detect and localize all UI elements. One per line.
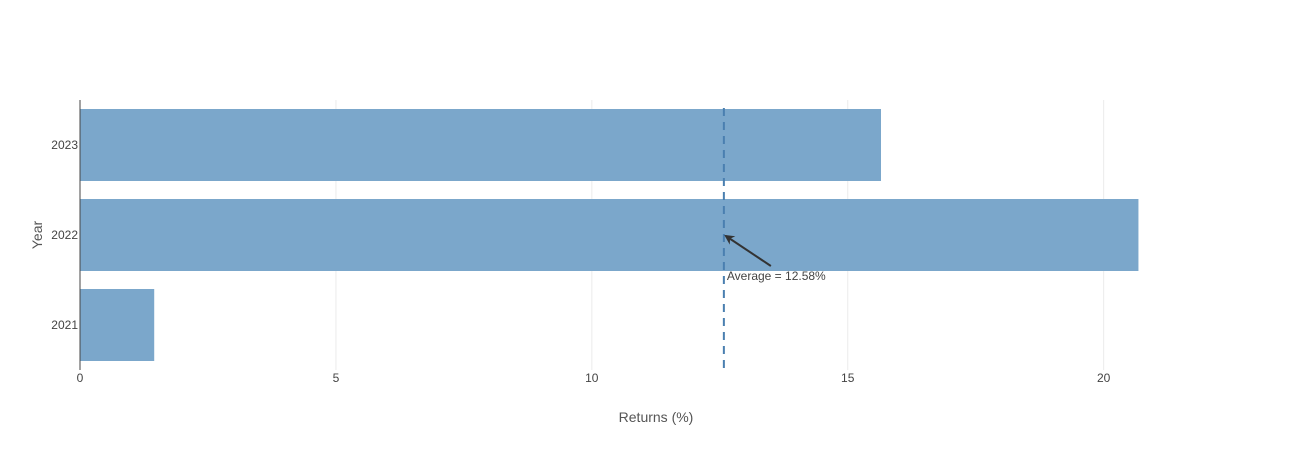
x-tick-label: 20 [1097,371,1111,385]
bars [80,109,1139,361]
annotation-label: Average = 12.58% [727,269,826,283]
x-axis-title: Returns (%) [619,409,694,425]
x-tick-label: 10 [585,371,599,385]
x-tick-label: 15 [841,371,855,385]
x-tick-label: 5 [333,371,340,385]
bar-2023[interactable] [80,109,881,181]
y-tick-label: 2023 [51,138,78,152]
x-tick-label: 0 [77,371,84,385]
y-tick-label: 2022 [51,228,78,242]
y-tick-label: 2021 [51,318,78,332]
annotation-arrow [724,234,772,267]
bar-2022[interactable] [80,199,1139,271]
y-axis-title: Year [29,221,45,250]
bar-2021[interactable] [80,289,155,361]
axes: 2021 2022 2023 0 5 10 15 20 [51,100,1111,385]
annotation-group: Average = 12.58% [724,234,826,283]
